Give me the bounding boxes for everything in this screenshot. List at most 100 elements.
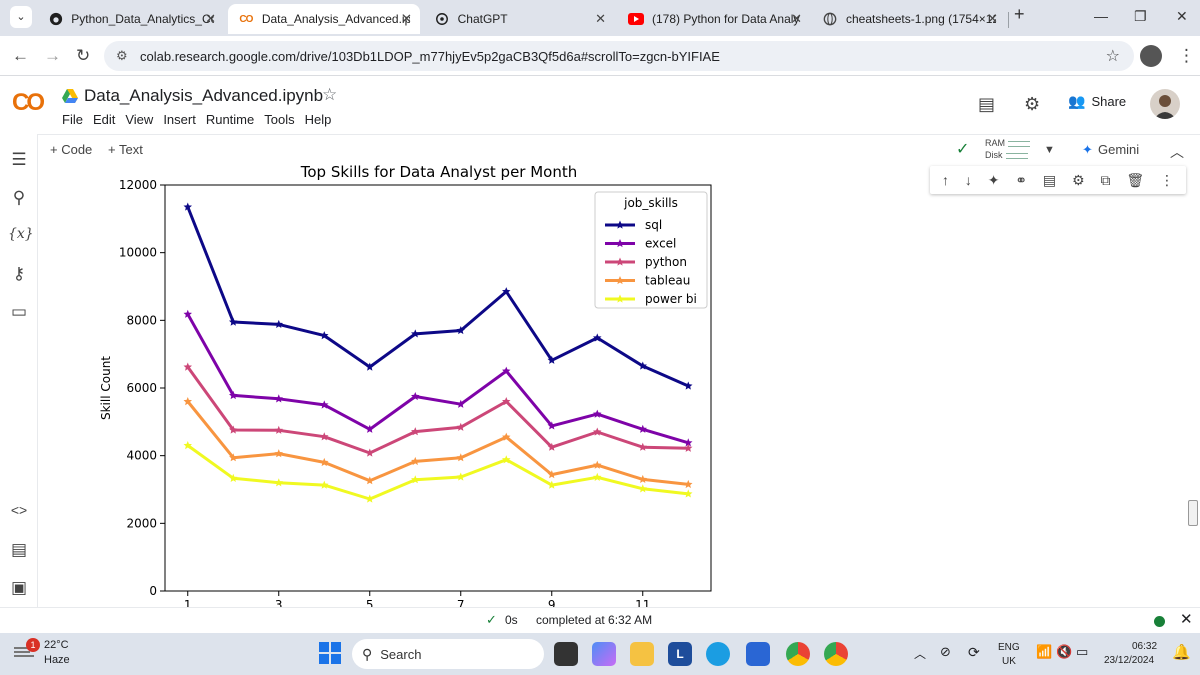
data-point xyxy=(183,441,192,450)
chrome-icon[interactable] xyxy=(786,642,810,666)
move-up-icon[interactable]: ↑ xyxy=(941,172,949,188)
tab-cheatsheets[interactable]: cheatsheets-1.png (1754×12 ✕ xyxy=(812,4,1006,34)
close-tab-icon[interactable]: ✕ xyxy=(595,11,606,26)
tab-colab[interactable]: CO Data_Analysis_Advanced.ipyn ✕ xyxy=(228,4,420,34)
data-point xyxy=(547,442,556,451)
close-tab-icon[interactable]: ✕ xyxy=(791,11,802,26)
edge-icon[interactable] xyxy=(706,642,730,666)
data-point xyxy=(502,455,511,464)
colab-logo[interactable]: CO xyxy=(12,89,45,117)
tab-search-chevron-icon[interactable]: ⌄ xyxy=(10,6,32,28)
address-bar[interactable]: ⚙ colab.research.google.com/drive/103Db1… xyxy=(104,41,1134,71)
star-notebook-icon[interactable]: ☆ xyxy=(322,85,338,104)
y-tick-label: 10000 xyxy=(119,246,157,260)
window-close-icon[interactable]: ✕ xyxy=(1176,8,1188,24)
series-line-excel xyxy=(186,313,689,445)
menu-tools[interactable]: Tools xyxy=(264,112,295,127)
forward-icon[interactable]: → xyxy=(44,46,61,65)
taskbar-search[interactable]: ⚲ Search xyxy=(352,639,544,669)
windows-start-icon[interactable] xyxy=(318,641,342,665)
close-tab-icon[interactable]: ✕ xyxy=(987,11,998,26)
vertical-scrollbar[interactable] xyxy=(1188,500,1198,526)
more-options-icon[interactable]: ⋮ xyxy=(1159,171,1174,188)
secrets-key-icon[interactable]: ⚷ xyxy=(12,264,26,283)
volume-muted-icon[interactable]: 🔇 xyxy=(1056,644,1073,659)
menu-edit[interactable]: Edit xyxy=(92,112,116,127)
file-explorer-icon[interactable] xyxy=(630,642,654,666)
variables-icon[interactable]: {x} xyxy=(8,226,34,242)
tab-youtube[interactable]: (178) Python for Data Analyt ✕ xyxy=(618,4,810,34)
tab-chatgpt[interactable]: ChatGPT ✕ xyxy=(424,4,614,34)
copilot-icon[interactable] xyxy=(592,642,616,666)
wifi-icon[interactable]: 📶 xyxy=(1036,644,1053,659)
battery-icon[interactable]: ▭ xyxy=(1076,644,1089,659)
gemini-button[interactable]: Gemini xyxy=(1098,142,1140,157)
site-info-icon[interactable]: ⚙ xyxy=(116,48,128,63)
chrome-profile-icon[interactable] xyxy=(824,642,848,666)
menu-file[interactable]: File xyxy=(62,112,83,127)
cell-settings-icon[interactable]: ⚙ xyxy=(1072,171,1085,188)
back-icon[interactable]: ← xyxy=(12,46,29,65)
close-tab-icon[interactable]: ✕ xyxy=(401,11,412,26)
reload-icon[interactable]: ↻ xyxy=(76,46,91,65)
profile-avatar-icon[interactable] xyxy=(1140,45,1162,67)
network-off-icon[interactable]: ⊘ xyxy=(940,644,951,659)
comment-icon[interactable]: ▤ xyxy=(1042,171,1057,188)
linkedin-learning-icon[interactable]: L xyxy=(668,642,692,666)
x-tick-label: 7 xyxy=(457,598,465,612)
gemini-cell-icon[interactable]: ✦ xyxy=(987,171,1000,188)
weather-haze-icon[interactable] xyxy=(14,645,34,661)
data-point xyxy=(320,457,329,467)
bookmark-star-icon[interactable]: ☆ xyxy=(1105,48,1120,65)
tray-overflow-icon[interactable]: ︿ xyxy=(914,647,927,661)
menu-runtime[interactable]: Runtime xyxy=(205,112,255,127)
collapse-chevron-icon[interactable]: ︿ xyxy=(1170,144,1184,160)
add-text-button[interactable]: + Text xyxy=(108,142,143,157)
settings-gear-icon[interactable]: ⚙ xyxy=(1024,94,1041,114)
data-point xyxy=(456,472,465,481)
close-tab-icon[interactable]: ✕ xyxy=(205,11,216,26)
notebook-title[interactable]: Data_Analysis_Advanced.ipynb xyxy=(84,86,324,105)
task-view-icon[interactable] xyxy=(554,642,578,666)
data-point xyxy=(638,442,647,451)
weather-temp[interactable]: 22°C xyxy=(44,639,69,651)
data-point xyxy=(365,476,374,485)
add-code-button[interactable]: + Code xyxy=(50,142,93,157)
menu-view[interactable]: View xyxy=(125,112,154,127)
minimize-icon[interactable]: — xyxy=(1094,8,1108,24)
data-point xyxy=(547,470,556,479)
comments-icon[interactable]: ▤ xyxy=(978,94,996,114)
files-folder-icon[interactable]: ▭ xyxy=(10,302,28,321)
restore-icon[interactable]: ❐ xyxy=(1134,8,1147,24)
ram-disk-indicator[interactable]: RAM Disk xyxy=(985,137,1030,161)
link-icon[interactable]: ⚭ xyxy=(1015,171,1028,188)
search-icon[interactable]: ⚲ xyxy=(12,188,26,207)
menu-help[interactable]: Help xyxy=(304,112,332,127)
new-tab-icon[interactable]: + xyxy=(1014,4,1025,24)
user-avatar[interactable] xyxy=(1150,89,1180,119)
tab-title: Python_Data_Analytics_Cour xyxy=(71,12,214,26)
mirror-cell-icon[interactable]: ⧉ xyxy=(1100,171,1111,188)
legend-marker xyxy=(615,276,625,285)
data-point xyxy=(411,392,420,401)
move-down-icon[interactable]: ↓ xyxy=(964,172,972,188)
delete-icon[interactable]: 🗑 xyxy=(1126,171,1145,188)
table-of-contents-icon[interactable]: ☰ xyxy=(11,150,27,169)
menu-insert[interactable]: Insert xyxy=(163,112,196,127)
command-palette-icon[interactable]: ▤ xyxy=(10,540,28,559)
data-point xyxy=(183,309,192,318)
terminal-icon[interactable]: ▣ xyxy=(10,578,28,597)
runtime-dropdown-icon[interactable]: ▼ xyxy=(1044,144,1055,156)
colab-icon: CO xyxy=(239,13,253,25)
gemini-sparkle-icon: ✦ xyxy=(1082,142,1093,157)
tab-github[interactable]: Python_Data_Analytics_Cour ✕ xyxy=(38,4,224,34)
notification-bell-icon[interactable]: 🔔 xyxy=(1172,644,1191,661)
microsoft-store-icon[interactable] xyxy=(746,642,770,666)
sync-icon[interactable]: ⟳ xyxy=(968,644,980,660)
clock-time[interactable]: 06:32 xyxy=(1132,641,1158,652)
share-button[interactable]: 👥 Share xyxy=(1068,93,1126,110)
browser-menu-icon[interactable]: ⋮ xyxy=(1178,46,1195,65)
close-status-icon[interactable]: ✕ xyxy=(1180,611,1193,628)
language-top[interactable]: ENG xyxy=(998,642,1020,653)
code-snippets-icon[interactable]: <> xyxy=(10,502,28,518)
